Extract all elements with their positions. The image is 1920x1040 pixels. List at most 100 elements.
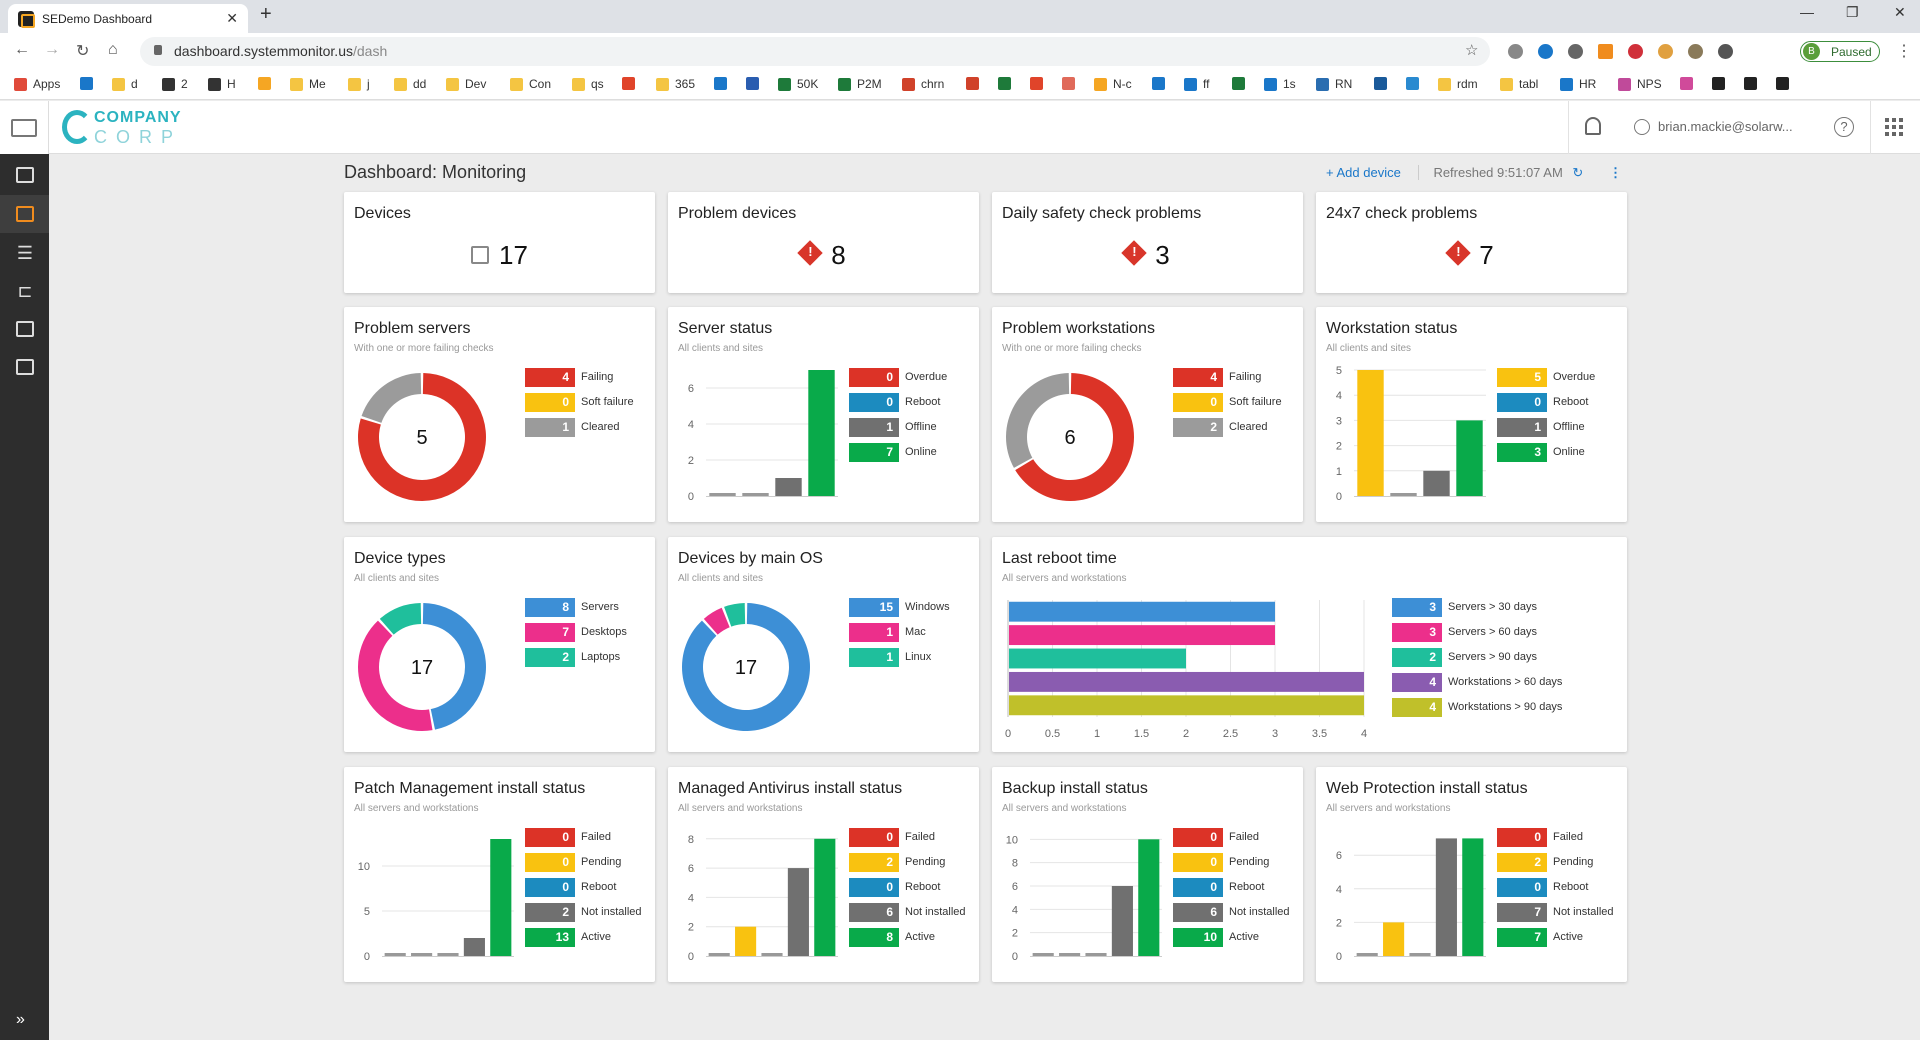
bookmark-item[interactable]: Me (290, 77, 326, 91)
legend-item[interactable]: 1 Cleared (525, 417, 634, 437)
bar[interactable] (437, 953, 459, 956)
bar[interactable] (742, 493, 769, 496)
legend-item[interactable]: 4 Failing (525, 367, 634, 387)
legend-item[interactable]: 4 Failing (1173, 367, 1282, 387)
add-device-button[interactable]: + Add device (1326, 165, 1401, 180)
bookmark-item[interactable]: N-c (1094, 77, 1132, 91)
bar[interactable] (1383, 922, 1405, 956)
donut-slice[interactable] (361, 373, 422, 423)
bookmark-item[interactable] (1776, 77, 1795, 90)
backup-widget[interactable]: Backup install status All servers and wor… (992, 767, 1303, 982)
legend-item[interactable]: 1 Linux (849, 647, 950, 667)
bookmark-item[interactable]: rdm (1438, 77, 1478, 91)
bookmark-item[interactable] (1062, 77, 1081, 90)
devices-by-os-widget[interactable]: Devices by main OS All clients and sites 1… (668, 537, 979, 752)
donut-slice[interactable] (703, 607, 730, 635)
bar[interactable] (1009, 695, 1364, 716)
bar[interactable] (708, 953, 730, 956)
bookmark-item[interactable] (1712, 77, 1731, 90)
help-icon[interactable]: ? (1834, 117, 1854, 137)
bar[interactable] (1390, 493, 1417, 496)
donut-slice[interactable] (682, 603, 810, 731)
legend-item[interactable]: 2 Laptops (525, 647, 627, 667)
bookmark-item[interactable] (1152, 77, 1171, 90)
bar[interactable] (1423, 470, 1450, 496)
legend-item[interactable]: 0 Pending (1173, 852, 1290, 872)
donut-slice[interactable] (379, 603, 422, 635)
filter-nav-icon[interactable]: ☰ (16, 242, 34, 263)
minimize-icon[interactable]: — (1800, 4, 1814, 20)
bookmark-item[interactable]: Con (510, 77, 551, 91)
network-nav-icon[interactable]: ⊏ (17, 280, 33, 301)
app-grid-icon[interactable] (1885, 118, 1903, 136)
bar[interactable] (1435, 838, 1457, 956)
legend-item[interactable]: 3 Online (1497, 442, 1595, 462)
bar[interactable] (463, 938, 485, 956)
restore-icon[interactable]: ❐ (1846, 4, 1859, 20)
bookmark-item[interactable] (1030, 77, 1049, 90)
close-tab-icon[interactable]: ✕ (226, 10, 238, 26)
bookmark-item[interactable]: Dev (446, 77, 486, 91)
donut-slice[interactable] (358, 620, 433, 731)
bookmark-star-icon[interactable]: ☆ (1465, 42, 1479, 59)
bar[interactable] (1059, 953, 1081, 956)
legend-item[interactable]: 7 Online (849, 442, 947, 462)
bookmark-item[interactable]: 1s (1264, 77, 1296, 91)
new-tab-icon[interactable]: + (260, 3, 272, 25)
bookmark-item[interactable]: qs (572, 77, 604, 91)
extension-icon[interactable] (1568, 44, 1583, 59)
legend-item[interactable]: 1 Offline (1497, 417, 1595, 437)
bookmark-item[interactable]: 50K (778, 77, 818, 91)
bar[interactable] (1085, 953, 1107, 956)
legend-item[interactable]: 2 Servers > 90 days (1392, 647, 1562, 667)
summary-card[interactable]: Devices 17 (344, 192, 655, 293)
legend-item[interactable]: 6 Not installed (1173, 902, 1290, 922)
legend-item[interactable]: 0 Reboot (849, 877, 966, 897)
legend-item[interactable]: 0 Failed (1173, 827, 1290, 847)
legend-item[interactable]: 1 Offline (849, 417, 947, 437)
bookmark-item[interactable]: NPS (1618, 77, 1662, 91)
more-options-icon[interactable]: ⋮ (1608, 165, 1622, 180)
legend-item[interactable]: 0 Failed (1497, 827, 1614, 847)
legend-item[interactable]: 15 Windows (849, 597, 950, 617)
bookmark-item[interactable]: Apps (14, 77, 60, 91)
bar[interactable] (735, 926, 757, 956)
extension-icon[interactable] (1508, 44, 1523, 59)
bookmark-item[interactable]: 2 (162, 77, 188, 91)
back-icon[interactable]: ← (14, 41, 30, 58)
legend-item[interactable]: 7 Not installed (1497, 902, 1614, 922)
legend-item[interactable]: 7 Desktops (525, 622, 627, 642)
bookmark-item[interactable] (1680, 77, 1699, 90)
legend-item[interactable]: 0 Soft failure (525, 392, 634, 412)
bookmark-item[interactable]: ff (1184, 77, 1209, 91)
legend-item[interactable]: 7 Active (1497, 927, 1614, 947)
legend-item[interactable]: 0 Reboot (1497, 392, 1595, 412)
server-status-widget[interactable]: Server status All clients and sites 0 Overd… (668, 307, 979, 522)
devices-nav-icon[interactable] (11, 161, 39, 189)
summary-card[interactable]: Problem devices 8 (668, 192, 979, 293)
bar[interactable] (1032, 953, 1054, 956)
legend-item[interactable]: 3 Servers > 30 days (1392, 597, 1562, 617)
bar[interactable] (709, 493, 736, 496)
bar[interactable] (1009, 671, 1364, 692)
legend-item[interactable]: 0 Pending (525, 852, 642, 872)
legend-item[interactable]: 13 Active (525, 927, 642, 947)
bar[interactable] (1009, 625, 1275, 646)
legend-item[interactable]: 2 Cleared (1173, 417, 1282, 437)
bar[interactable] (1356, 953, 1378, 956)
device-types-widget[interactable]: Device types All clients and sites 8 Server… (344, 537, 655, 752)
bookmark-item[interactable]: 365 (656, 77, 695, 91)
bar[interactable] (1138, 839, 1160, 956)
legend-item[interactable]: 6 Not installed (849, 902, 966, 922)
bookmark-item[interactable] (746, 77, 765, 90)
bookmark-item[interactable] (622, 77, 641, 90)
workstation-status-widget[interactable]: Workstation status All clients and sites 5… (1316, 307, 1627, 522)
bookmark-item[interactable] (1374, 77, 1393, 90)
bell-icon[interactable] (1585, 117, 1601, 135)
bar[interactable] (490, 839, 512, 956)
bar[interactable] (1009, 601, 1275, 622)
legend-item[interactable]: 3 Servers > 60 days (1392, 622, 1562, 642)
problem-servers-widget[interactable]: Problem servers With one or more failing … (344, 307, 655, 522)
browser-tab[interactable]: SEDemo Dashboard ✕ (8, 4, 248, 33)
legend-item[interactable]: 4 Workstations > 60 days (1392, 672, 1562, 692)
